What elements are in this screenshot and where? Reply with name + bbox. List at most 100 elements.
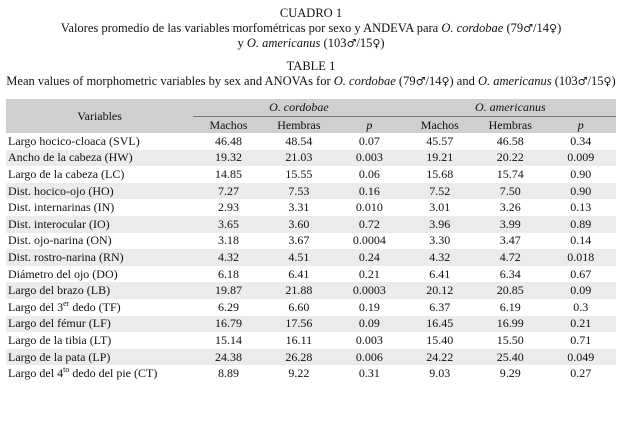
table-row: Largo del fémur (LF) 16.79 17.56 0.09 16.45 1… [6, 315, 616, 333]
cell-value: 9.22 [288, 366, 310, 381]
cell-value: 0.07 [358, 133, 380, 148]
cell-value: 6.41 [429, 266, 451, 281]
variable-name: Largo de la pata (LP) [6, 348, 194, 366]
cell-value: 15.74 [496, 166, 524, 181]
cell-value: 3.30 [429, 233, 451, 248]
cell-value: 0.72 [334, 215, 405, 233]
subheader-hembras: Hembras [263, 116, 335, 133]
variable-name: Largo de la tibia (LT) [8, 332, 112, 347]
cell-value: 0.0004 [352, 233, 386, 248]
cell-value: 8.89 [217, 366, 239, 381]
cell-value: 16.11 [285, 332, 313, 347]
subheader-p: p [545, 116, 616, 133]
cell-value: 7.52 [404, 182, 476, 200]
species-americanus: O. americanus [477, 74, 552, 88]
group-header-cordobae: O. cordobae [193, 99, 405, 117]
cell-value: 6.60 [288, 299, 310, 314]
cell-value: 0.67 [570, 266, 592, 281]
group-header-americanus: O. americanus [404, 99, 616, 117]
subheader-machos: Machos [193, 116, 264, 133]
table-row: Diámetro del ojo (DO) 6.18 6.41 0.21 6.41 6.3… [6, 266, 616, 283]
cell-value: 0.018 [545, 249, 616, 266]
cell-value: 0.14 [570, 233, 592, 248]
cell-value: 0.24 [334, 249, 405, 266]
table-row: Largo hocico-cloaca (SVL) 46.48 48.54 0.07 4… [6, 133, 616, 150]
table-header: Variables O. cordobae O. americanus Mach… [6, 99, 616, 133]
caption-es-line2: y O. americanus (103♂/15♀) [237, 36, 385, 50]
cell-value: 6.41 [288, 266, 310, 281]
cell-value: 0.19 [358, 299, 380, 314]
male-symbol: ♂ [577, 75, 588, 88]
cell-value: 0.90 [570, 166, 592, 181]
cell-value: 15.50 [496, 332, 524, 347]
table-row: Ancho de la cabeza (HW) 19.32 21.03 0.003 19… [6, 149, 616, 167]
cell-value: 0.003 [355, 332, 383, 347]
cell-value: 0.09 [545, 282, 616, 299]
cell-value: 45.57 [426, 133, 454, 148]
cell-value: 0.90 [545, 182, 616, 200]
caption-es-line1: Valores promedio de las variables morfom… [60, 21, 562, 35]
cell-value: 6.34 [499, 266, 521, 281]
cell-value: 46.58 [496, 133, 524, 148]
caption-english: TABLE 1 Mean values of morphometric vari… [6, 51, 616, 89]
cell-value: 0.89 [545, 215, 616, 233]
cell-value: 7.27 [193, 182, 264, 200]
cell-value: 3.31 [288, 200, 310, 215]
cell-value: 6.29 [217, 299, 239, 314]
cell-value: 0.06 [358, 166, 380, 181]
variable-name: Largo del 4to dedo del pie (CT) [8, 365, 158, 381]
variable-name: Dist. internarinas (IN) [8, 200, 115, 215]
table-row: Largo de la tibia (LT) 15.14 16.11 0.003 15.… [6, 332, 616, 349]
cell-value: 9.03 [429, 366, 451, 381]
cell-value: 0.09 [334, 315, 405, 333]
cell-value: 0.71 [570, 332, 592, 347]
variable-name: Dist. hocico-ojo (HO) [6, 182, 194, 200]
variable-name: Largo del brazo (LB) [6, 282, 194, 299]
cell-value: 3.60 [263, 215, 335, 233]
cell-value: 7.50 [475, 182, 546, 200]
cell-value: 0.16 [334, 182, 405, 200]
cell-value: 21.03 [263, 149, 335, 167]
cell-value: 4.32 [404, 249, 476, 266]
caption-en-title: TABLE 1 [286, 59, 336, 73]
species-cordobae: O. cordobae [333, 74, 396, 88]
subheader-machos: Machos [404, 116, 476, 133]
variable-name: Diámetro del ojo (DO) [8, 266, 118, 281]
cell-value: 26.28 [263, 348, 335, 366]
female-symbol: ♀ [441, 75, 450, 88]
cell-value: 20.22 [475, 149, 546, 167]
cell-value: 14.85 [214, 166, 242, 181]
male-symbol: ♂ [523, 22, 534, 35]
female-symbol: ♀ [603, 75, 612, 88]
variable-name: Largo del 3er dedo (TF) [8, 298, 121, 314]
table-row: Dist. internarinas (IN) 2.93 3.31 0.010 3.01… [6, 199, 616, 216]
female-symbol: ♀ [372, 37, 381, 50]
cell-value: 3.47 [499, 233, 521, 248]
cell-value: 0.0003 [334, 282, 405, 299]
cell-value: 6.18 [217, 266, 239, 281]
cell-value: 0.006 [334, 348, 405, 366]
cell-value: 3.65 [193, 215, 264, 233]
cell-value: 0.009 [545, 149, 616, 167]
cell-value: 20.12 [404, 282, 476, 299]
variable-name: Ancho de la cabeza (HW) [6, 149, 194, 167]
table-row: Largo de la pata (LP) 24.38 26.28 0.006 24.2… [6, 348, 616, 366]
cell-value: 21.88 [263, 282, 335, 299]
cell-value: 17.56 [263, 315, 335, 333]
cell-value: 7.53 [263, 182, 335, 200]
cell-value: 25.40 [475, 348, 546, 366]
cell-value: 15.55 [285, 166, 313, 181]
male-symbol: ♂ [346, 37, 357, 50]
cell-value: 6.37 [429, 299, 451, 314]
cell-value: 3.96 [404, 215, 476, 233]
species-cordobae: O. cordobae [441, 21, 504, 35]
table-row: Dist. rostro-narina (RN) 4.32 4.51 0.24 4.32… [6, 249, 616, 266]
cell-value: 16.99 [475, 315, 546, 333]
cell-value: 16.79 [193, 315, 264, 333]
caption-en-line: Mean values of morphometric variables by… [6, 74, 616, 88]
cell-value: 3.01 [429, 200, 451, 215]
cell-value: 3.18 [217, 233, 239, 248]
caption-spanish: CUADRO 1 Valores promedio de las variabl… [6, 0, 616, 51]
cell-value: 6.19 [499, 299, 521, 314]
